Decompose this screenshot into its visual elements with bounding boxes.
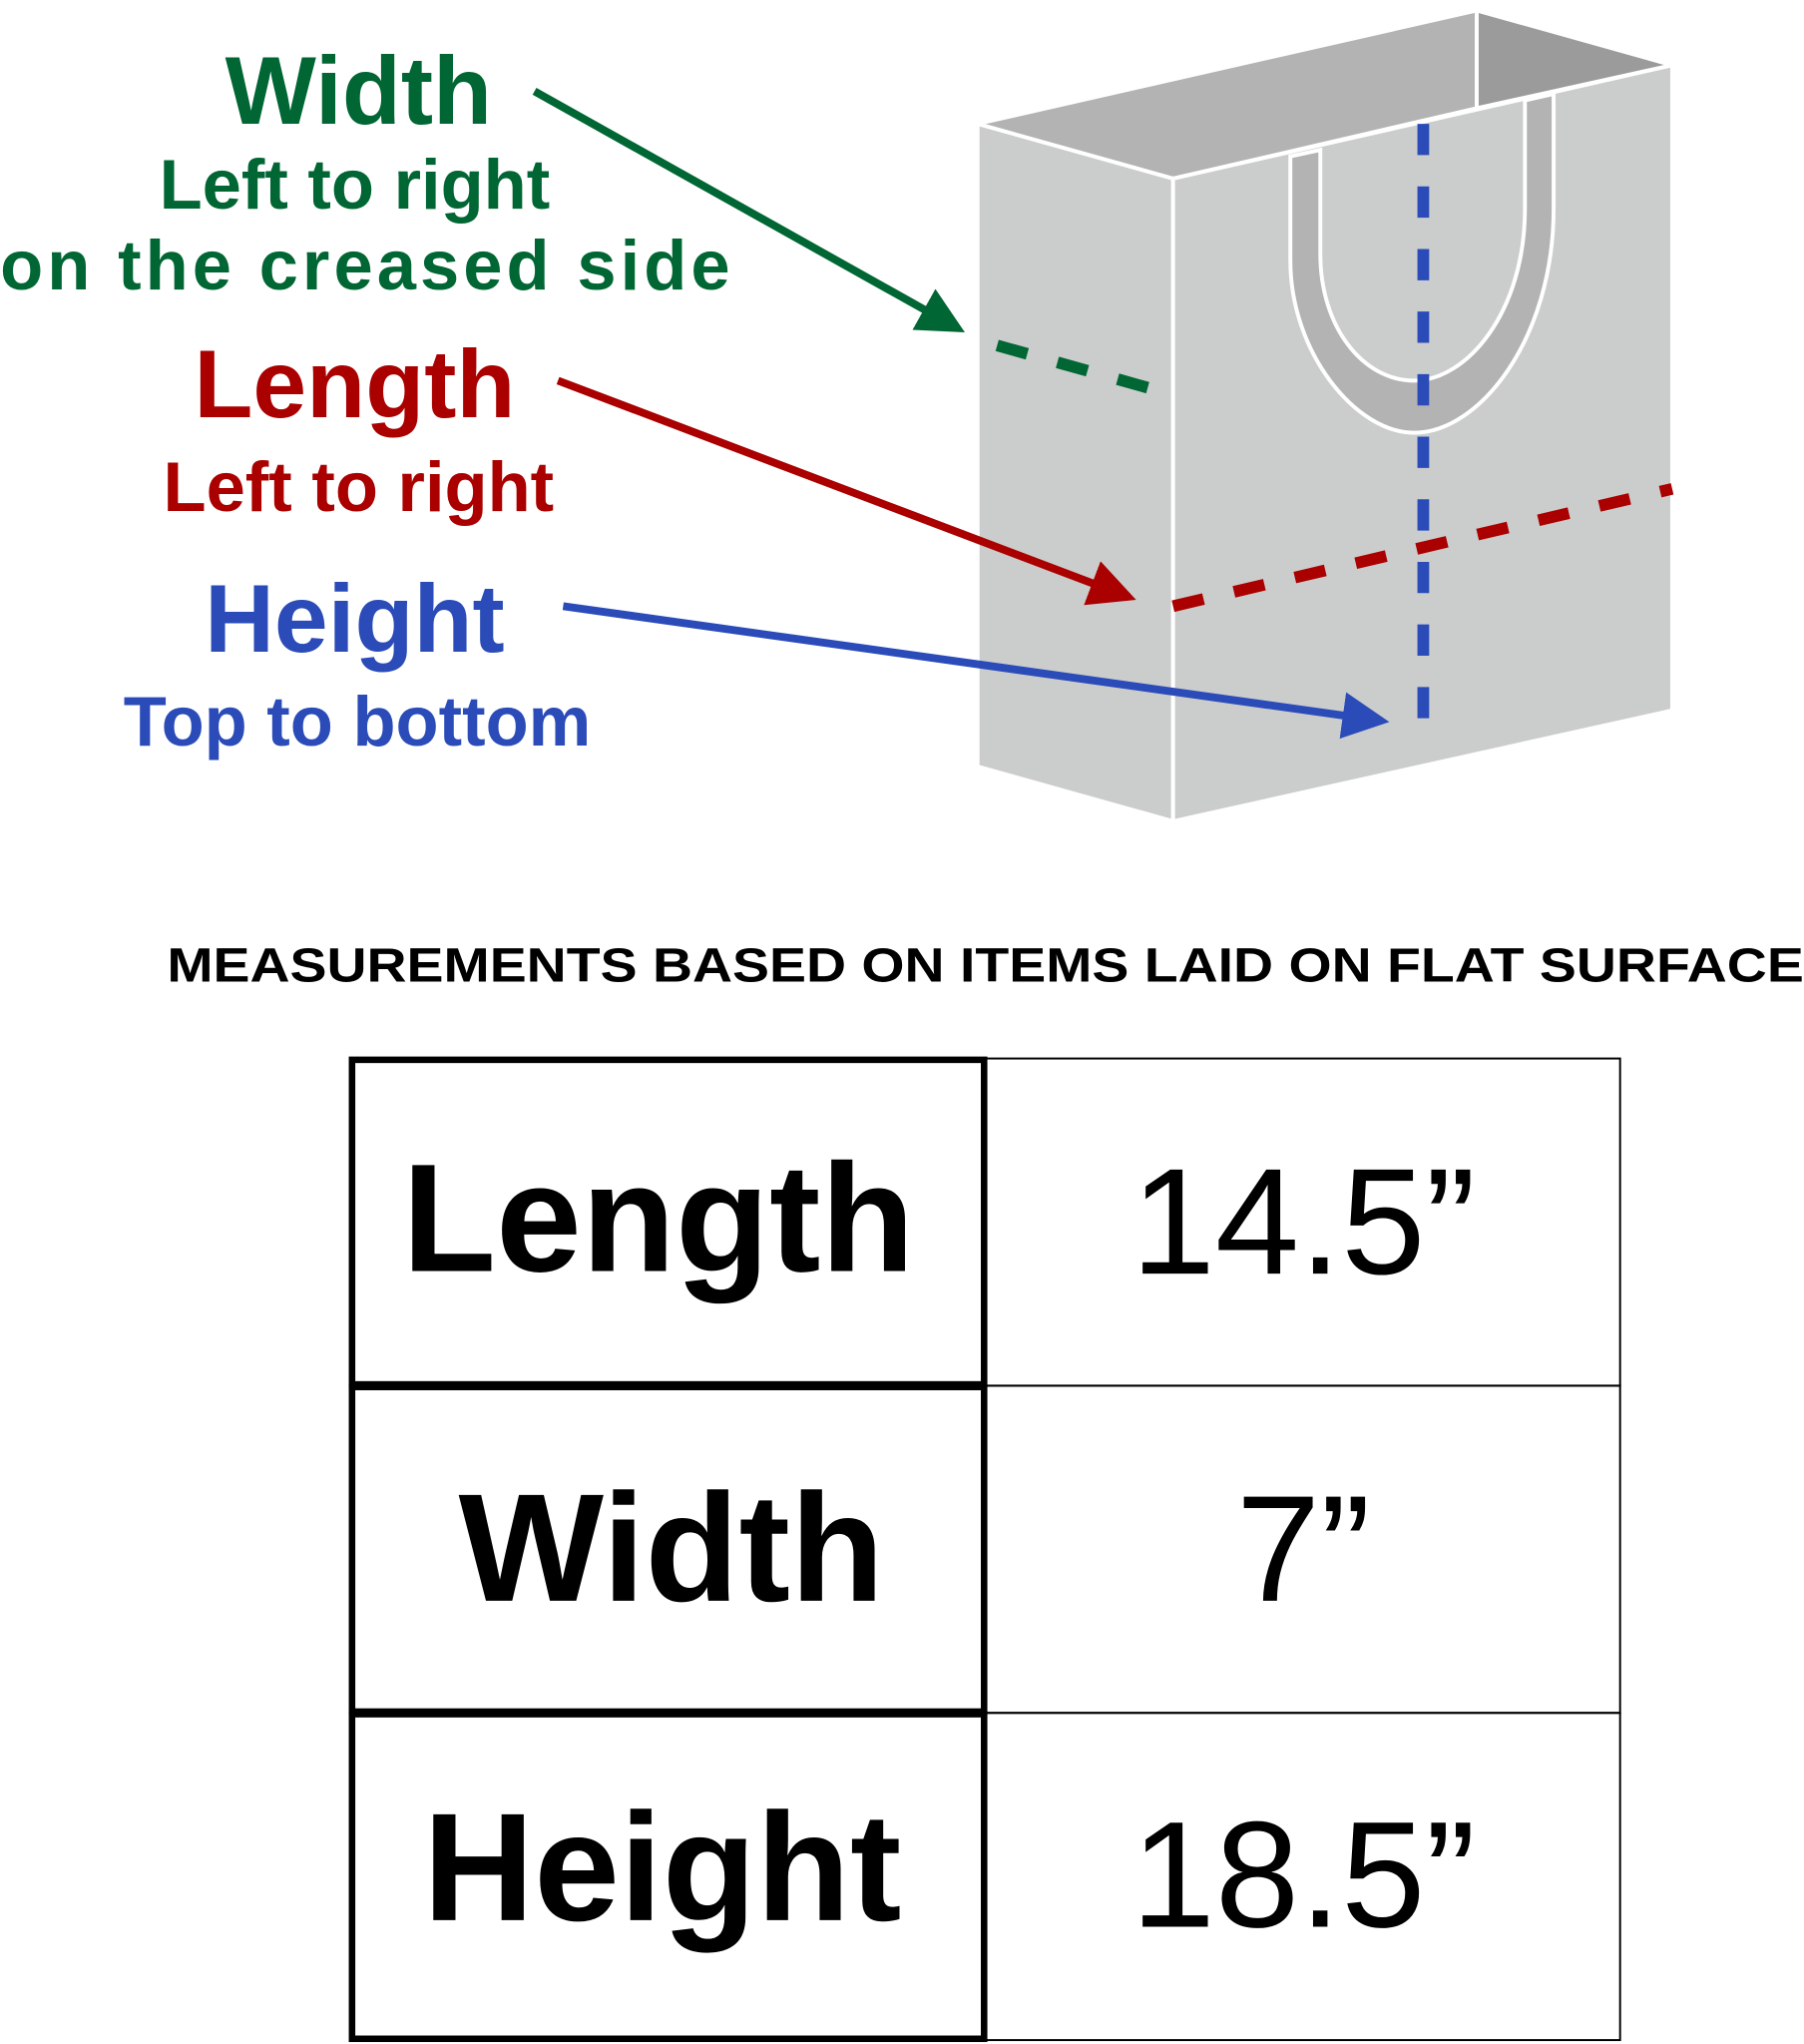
bag-handle <box>1288 91 1557 435</box>
measurement-table: Length 14.5” Width 7” Height 18.5” <box>348 1056 1621 2043</box>
length-label-line1: Left to right <box>164 447 555 526</box>
length-arrow-icon <box>556 376 1136 606</box>
width-label-line1: Left to right <box>160 145 551 224</box>
height-arrow-icon <box>562 602 1390 740</box>
shopping-bag-icon <box>975 7 1674 824</box>
row-value-height: 18.5” <box>1131 1790 1476 1959</box>
row-label-length: Length <box>402 1131 915 1303</box>
table-row: Length 14.5” <box>402 1131 1476 1306</box>
width-arrow-icon <box>532 88 966 332</box>
length-dashed-line <box>1171 483 1674 613</box>
table-row: Height 18.5” <box>423 1781 1476 1960</box>
height-label-title: Height <box>205 566 505 673</box>
row-value-width: 7” <box>1236 1465 1371 1634</box>
measurement-note: MEASUREMENTS BASED ON ITEMS LAID ON FLAT… <box>167 939 1803 993</box>
table-row: Width 7” <box>459 1461 1371 1634</box>
row-value-length: 14.5” <box>1131 1138 1476 1306</box>
row-label-height: Height <box>423 1781 901 1953</box>
width-label-line2: on the creased side <box>0 226 729 304</box>
row-label-width: Width <box>459 1461 885 1634</box>
width-dashed-line <box>995 339 1171 400</box>
height-label-line1: Top to bottom <box>124 682 592 761</box>
width-label-title: Width <box>226 38 492 145</box>
length-label-title: Length <box>194 331 515 438</box>
